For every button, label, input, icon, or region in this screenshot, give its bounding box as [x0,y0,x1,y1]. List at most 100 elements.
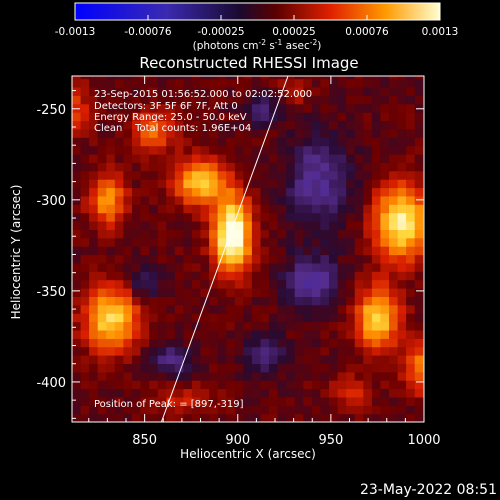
heatmap-cell [140,388,150,398]
heatmap-cell [269,279,279,289]
heatmap-cell [243,204,253,214]
heatmap-cell [286,355,296,364]
heatmap-cell [209,321,219,331]
heatmap-cell [132,380,142,390]
heatmap-cell [80,76,90,80]
heatmap-cell [320,346,330,356]
heatmap-cell [414,128,424,138]
heatmap-cell [157,237,167,247]
heatmap-cell [106,262,116,272]
heatmap-cell [303,103,313,113]
heatmap-cell [294,170,304,180]
heatmap-cell [294,78,304,88]
heatmap-cell [269,187,279,197]
heatmap-cell [303,120,313,130]
heatmap-cell [354,145,364,155]
heatmap-cell [329,355,339,364]
heatmap-cell [140,254,150,264]
heatmap-cell [371,346,382,356]
heatmap-cell [414,78,424,88]
heatmap-cell [89,76,99,80]
heatmap-cell [397,288,407,297]
heatmap-cell [123,329,133,339]
heatmap-cell [191,162,202,172]
heatmap-cell [380,413,390,422]
heatmap-cell [320,229,330,239]
heatmap-cell [303,95,313,105]
heatmap-cell [243,254,253,264]
heatmap-cell [286,128,296,138]
heatmap-cell [174,137,184,147]
heatmap-cell [140,321,150,331]
heatmap-cell [294,321,304,331]
heatmap-cell [286,405,296,415]
heatmap-cell [174,396,184,406]
heatmap-cell [251,212,262,222]
heatmap-cell [114,380,124,390]
heatmap-cell [217,195,227,205]
heatmap-cell [234,162,244,172]
heatmap-cell [174,288,184,297]
heatmap-cell [346,371,356,381]
heatmap-cell [209,371,219,381]
heatmap-cell [380,304,390,314]
heatmap-cell [260,271,270,281]
heatmap-cell [294,413,304,422]
heatmap-cell [303,246,313,256]
heatmap-cell [200,229,210,239]
heatmap-cell [217,76,227,80]
heatmap-cell [363,254,373,264]
heatmap-cell [251,405,262,415]
heatmap-cell [320,296,330,306]
heatmap-cell [414,405,424,415]
heatmap-cell [89,195,99,205]
heatmap-cell [132,221,142,230]
heatmap-cell [114,313,124,323]
heatmap-cell [123,413,133,422]
heatmap-cell [363,346,373,356]
heatmap-cell [149,187,159,197]
heatmap-cell [191,145,202,155]
heatmap-cell [174,229,184,239]
heatmap-cell [234,145,244,155]
heatmap-cell [183,221,193,230]
heatmap-cell [303,329,313,339]
heatmap-cell [269,120,279,130]
heatmap-cell [106,279,116,289]
heatmap-cell [414,95,424,105]
heatmap-cell [183,329,193,339]
heatmap-cell [337,346,347,356]
heatmap-cell [80,271,90,281]
heatmap-cell [149,279,159,289]
heatmap-cell [72,296,82,306]
heatmap-cell [397,355,407,364]
heatmap-cell [329,120,339,130]
heatmap-cell [209,288,219,297]
heatmap-cell [380,170,390,180]
heatmap-cell [243,396,253,406]
heatmap-cell [191,229,202,239]
heatmap-cell [191,78,202,88]
heatmap-cell [260,338,270,348]
heatmap-cell [209,120,219,130]
heatmap-cell [354,355,364,364]
heatmap-cell [217,137,227,147]
heatmap-cell [294,355,304,364]
heatmap-cell [311,329,322,339]
heatmap-cell [294,313,304,323]
heatmap-cell [406,170,416,180]
heatmap-cell [329,396,339,406]
heatmap-cell [243,388,253,398]
heatmap-cell [217,262,227,272]
heatmap-cell [80,112,90,122]
heatmap-cell [149,153,159,163]
heatmap-cell [200,76,210,80]
heatmap-cell [226,363,236,373]
heatmap-cell [406,304,416,314]
heatmap-cell [149,204,159,214]
heatmap-cell [337,304,347,314]
heatmap-cell [329,112,339,122]
heatmap-cell [329,145,339,155]
colorbar-label-exp3: -2 [310,38,318,47]
heatmap-cell [354,120,364,130]
